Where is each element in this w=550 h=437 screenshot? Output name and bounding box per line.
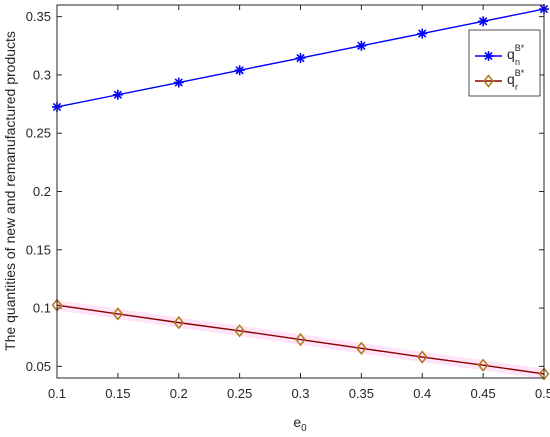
legend-box xyxy=(468,29,541,97)
y-tick-label: 0.05 xyxy=(26,359,51,374)
x-axis-ticks: 0.1 0.15 0.2 0.25 0.3 0.35 0.4 0.45 0.5 xyxy=(48,5,550,401)
data-point-r xyxy=(234,324,245,338)
legend-label: qB* n xyxy=(507,43,525,67)
legend-item-n: qB* n xyxy=(475,43,525,67)
legend-marker xyxy=(483,51,494,61)
series-n xyxy=(52,4,549,112)
y-tick-label: 0.25 xyxy=(26,126,51,141)
data-point-n xyxy=(295,53,306,64)
y-tick-label: 0.15 xyxy=(26,242,51,257)
y-tick-label: 0.3 xyxy=(33,67,51,82)
data-point-r xyxy=(477,358,489,372)
x-tick-label: 0.4 xyxy=(413,386,431,401)
data-point-r xyxy=(295,332,306,347)
data-point-n xyxy=(417,28,428,39)
data-point-n xyxy=(356,40,367,51)
data-point-r xyxy=(356,341,367,355)
y-tick-label: 0.2 xyxy=(33,184,51,199)
data-point-n xyxy=(234,65,245,76)
data-point-r xyxy=(416,350,428,364)
data-point-n xyxy=(173,77,184,88)
series-r xyxy=(51,298,550,381)
x-axis-label: e0 xyxy=(293,414,307,434)
x-tick-label: 0.35 xyxy=(349,386,374,401)
y-axis-ticks: 0.05 0.1 0.15 0.2 0.25 0.3 0.35 xyxy=(26,9,544,374)
data-point-n xyxy=(478,16,489,27)
series-line-r xyxy=(56,304,545,375)
legend-label: qB* r xyxy=(507,68,525,92)
data-point-r xyxy=(173,315,185,330)
x-tick-label: 0.25 xyxy=(227,386,252,401)
x-tick-label: 0.45 xyxy=(470,386,495,401)
series-layer xyxy=(51,4,550,381)
plot-background xyxy=(57,5,544,378)
data-point-r xyxy=(112,307,124,321)
y-tick-label: 0.35 xyxy=(26,9,51,24)
x-tick-label: 0.15 xyxy=(105,386,130,401)
y-tick-label: 0.1 xyxy=(33,301,51,316)
legend-item-r: qB* r xyxy=(475,68,525,92)
x-tick-label: 0.3 xyxy=(291,386,309,401)
legend-marker xyxy=(483,74,494,88)
legend: qB* nqB* r xyxy=(468,29,541,97)
x-tick-label: 0.5 xyxy=(535,386,550,401)
x-axis-label-main: e xyxy=(293,414,301,430)
y-axis-label: The quantities of new and remanufactured… xyxy=(2,31,18,351)
x-tick-label: 0.1 xyxy=(48,386,66,401)
plot-frame xyxy=(56,4,545,379)
data-point-r xyxy=(538,367,550,381)
data-point-n xyxy=(112,89,123,100)
x-tick-label: 0.2 xyxy=(170,386,188,401)
x-axis-label-subscript: 0 xyxy=(301,423,307,434)
